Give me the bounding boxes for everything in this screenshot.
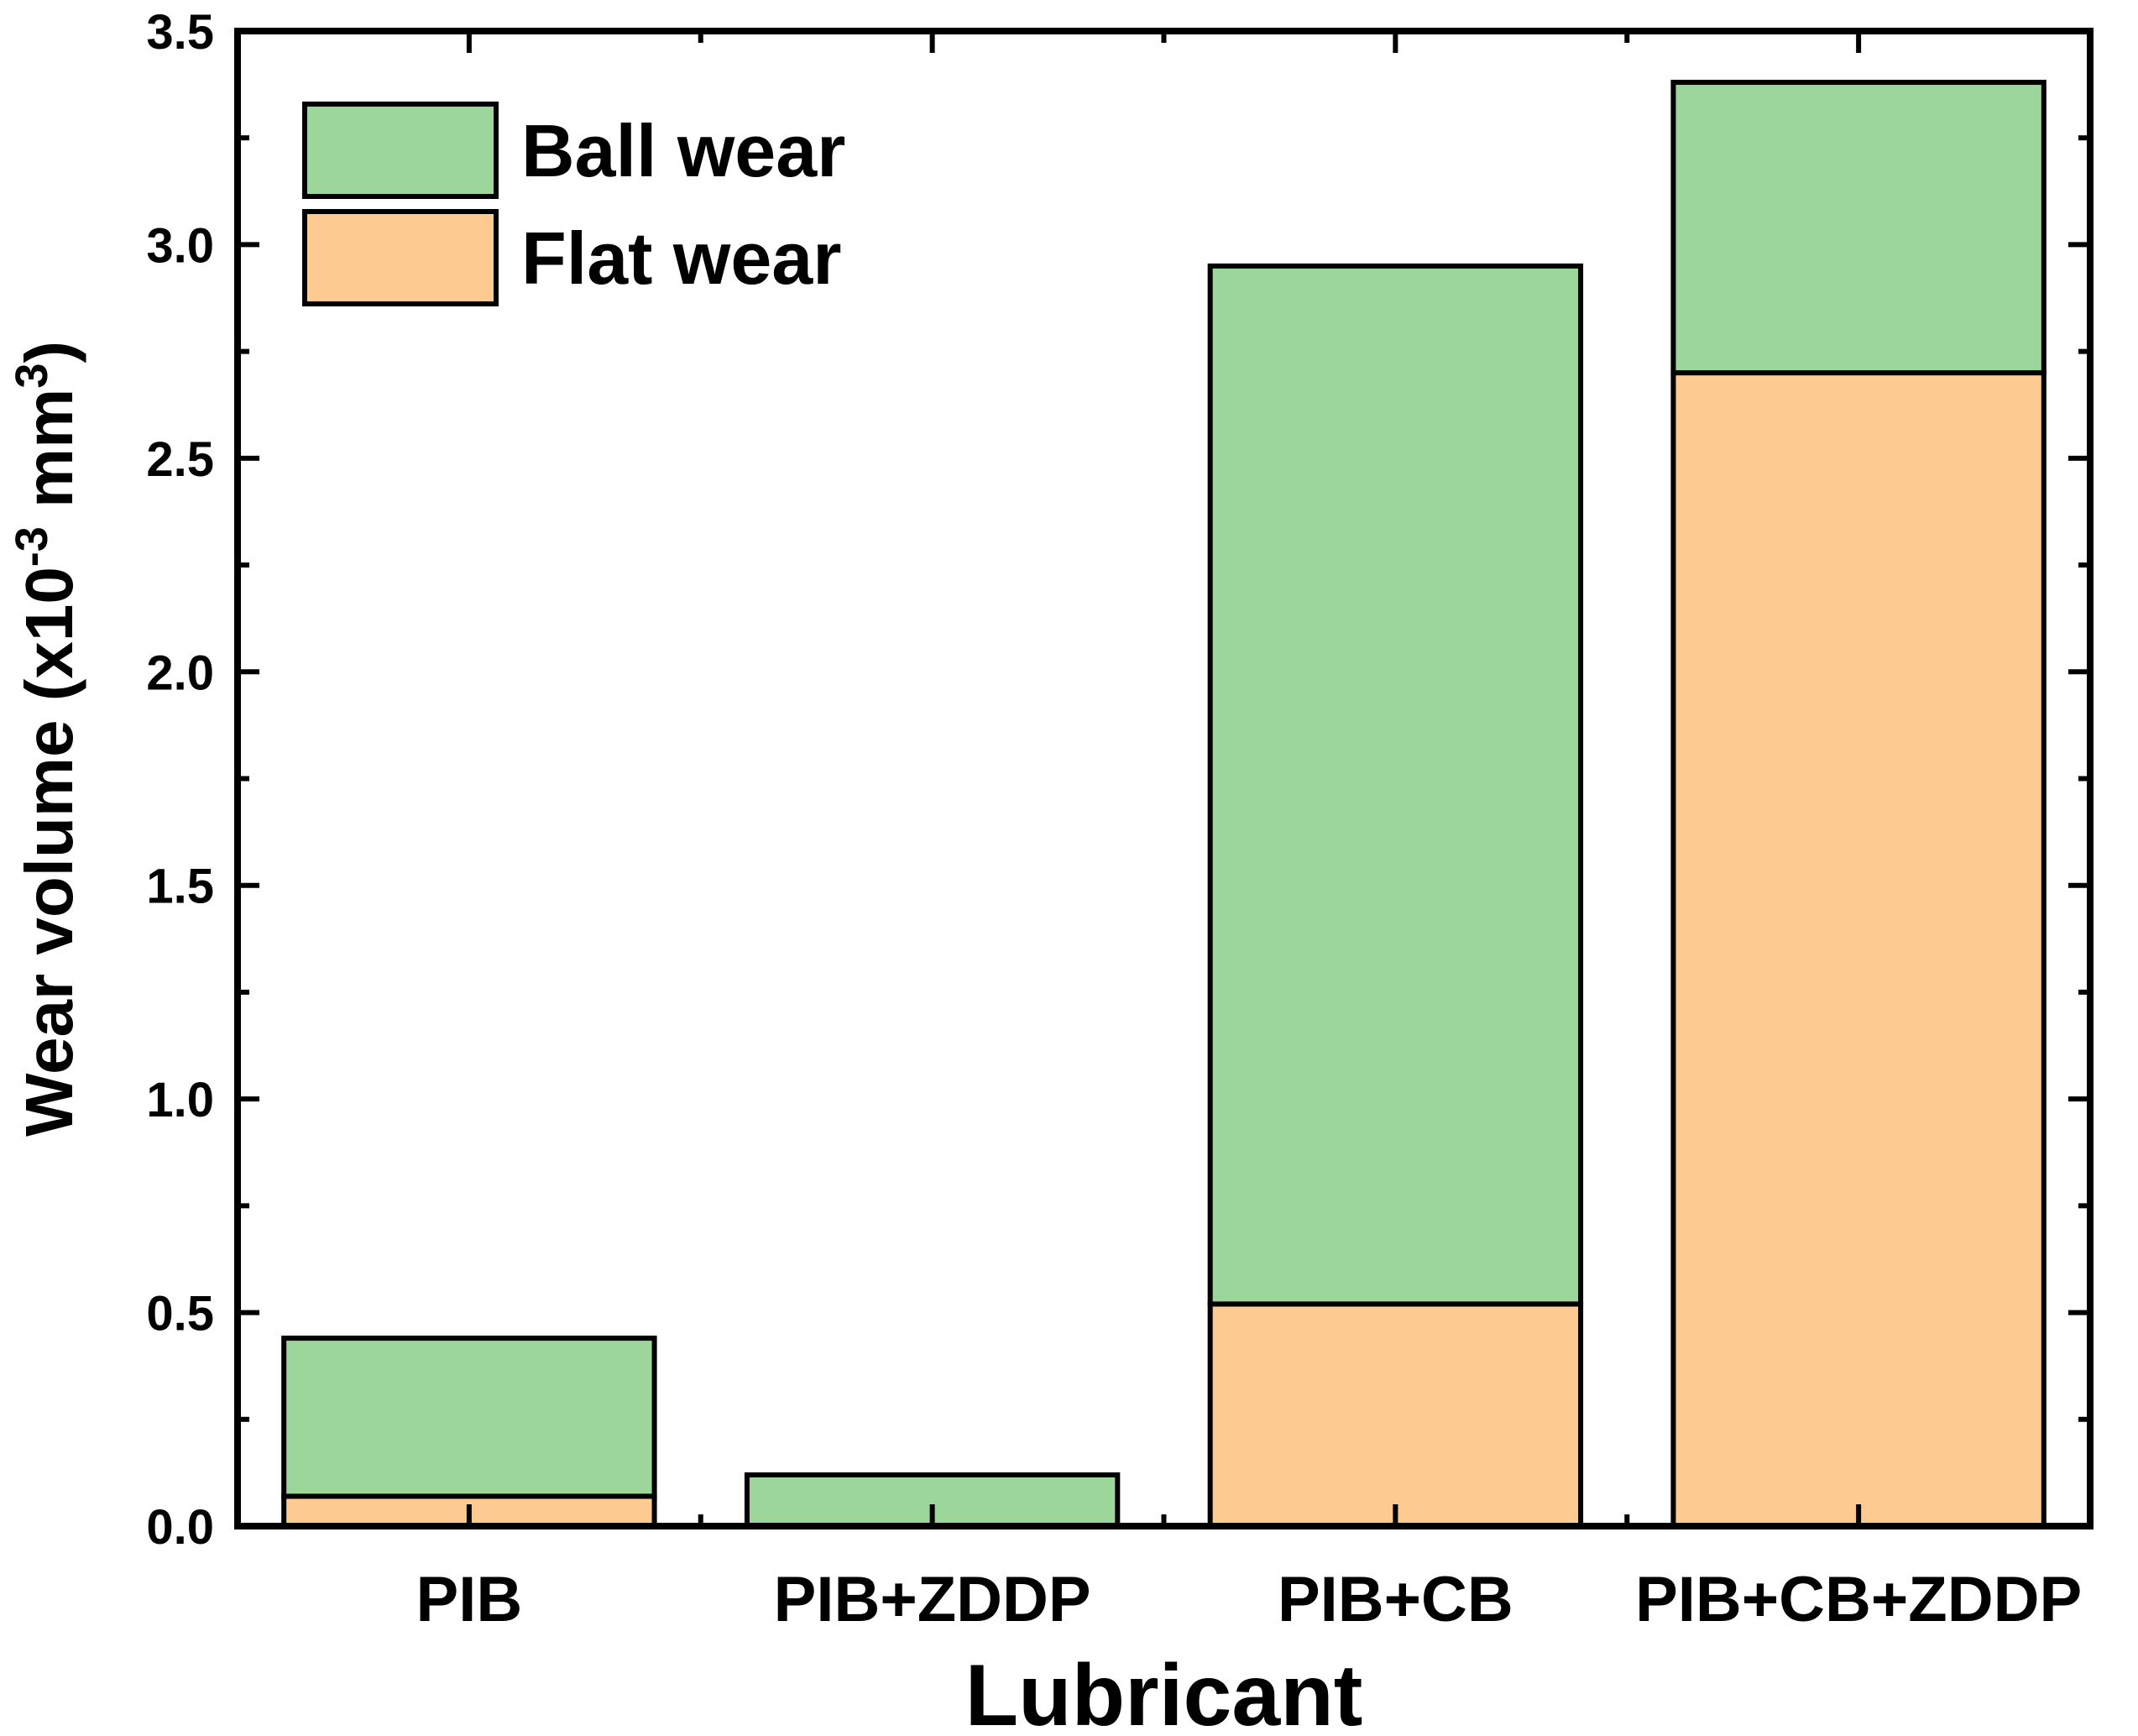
y-tick-label-4: 2.0 bbox=[146, 646, 214, 700]
y-axis-title-exponent: -3 bbox=[7, 526, 57, 567]
bar-ball-wear-2 bbox=[1207, 263, 1584, 1307]
legend-swatch-ball-wear bbox=[302, 102, 499, 199]
x-tick-label-1: PIB+ZDDP bbox=[774, 1564, 1091, 1635]
legend-swatch-flat-wear bbox=[302, 209, 499, 306]
y-axis-title-prefix: Wear volume (x10 bbox=[12, 567, 86, 1137]
legend-label-flat-wear: Flat wear bbox=[521, 217, 841, 300]
x-axis-title: Lubricant bbox=[965, 1647, 1363, 1736]
y-tick-label-5: 2.5 bbox=[146, 432, 214, 487]
y-tick-label-2: 1.0 bbox=[146, 1073, 214, 1127]
bar-flat-wear-2 bbox=[1207, 1301, 1584, 1529]
x-tick-label-2: PIB+CB bbox=[1278, 1564, 1513, 1635]
y-tick-label-1: 0.5 bbox=[146, 1287, 214, 1341]
plot-frame bbox=[234, 28, 2094, 1529]
bar-ball-wear-3 bbox=[1670, 80, 2047, 376]
bar-flat-wear-3 bbox=[1670, 370, 2047, 1529]
legend: Ball wear Flat wear bbox=[302, 102, 845, 306]
x-tick-label-3: PIB+CB+ZDDP bbox=[1635, 1564, 2082, 1635]
y-tick-label-6: 3.0 bbox=[146, 218, 214, 273]
x-tick-label-0: PIB bbox=[416, 1564, 523, 1635]
bar-ball-wear-0 bbox=[281, 1336, 657, 1499]
labels-layer: 0.0 0.5 1.0 1.5 2.0 2.5 3.0 3.5 PIB PIB+ZDDP PIB+C… bbox=[146, 5, 2082, 1635]
y-axis-title-unit-exponent: 3 bbox=[7, 363, 57, 389]
y-tick-label-7: 3.5 bbox=[146, 5, 214, 60]
bars-layer bbox=[281, 80, 2047, 1529]
y-tick-label-0: 0.0 bbox=[146, 1500, 214, 1555]
legend-label-ball-wear: Ball wear bbox=[521, 109, 845, 192]
y-axis-title-suffix: ) bbox=[12, 341, 86, 363]
y-tick-label-3: 1.5 bbox=[146, 860, 214, 914]
y-axis-title-unit: mm bbox=[12, 389, 86, 527]
y-axis-title: Wear volume (x10-3 mm3) bbox=[7, 341, 86, 1137]
